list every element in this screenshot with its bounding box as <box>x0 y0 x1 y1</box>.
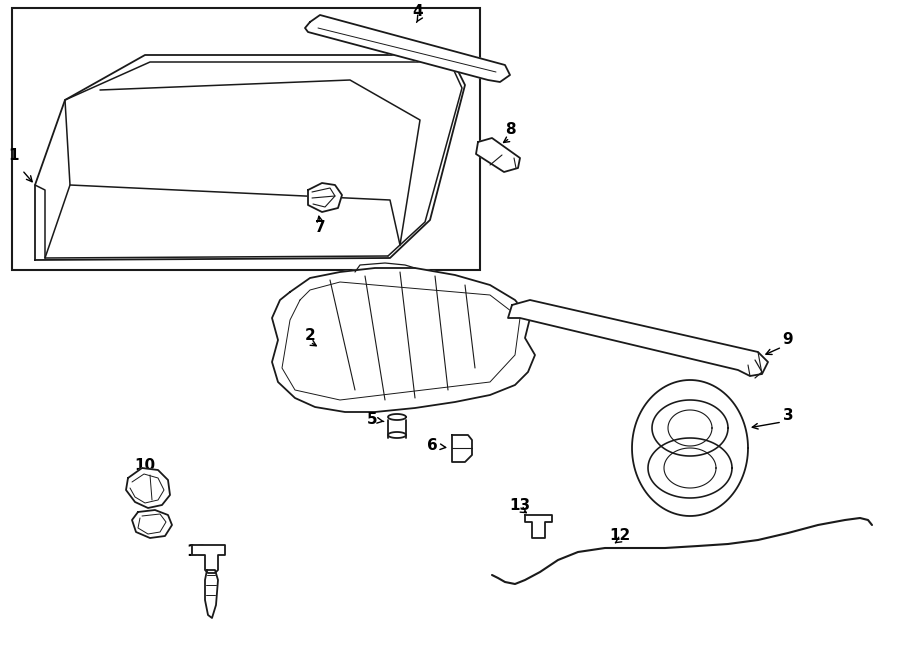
Polygon shape <box>508 300 768 376</box>
Polygon shape <box>305 15 510 82</box>
Text: 5: 5 <box>366 412 377 428</box>
Polygon shape <box>308 183 342 212</box>
Polygon shape <box>205 570 218 618</box>
Polygon shape <box>126 468 170 508</box>
Text: 7: 7 <box>315 221 325 235</box>
Text: 8: 8 <box>505 122 516 137</box>
Polygon shape <box>192 545 225 573</box>
Polygon shape <box>525 515 552 538</box>
Text: 2: 2 <box>304 327 315 342</box>
Text: 3: 3 <box>783 407 793 422</box>
Polygon shape <box>632 380 748 516</box>
Text: 6: 6 <box>427 438 437 453</box>
Polygon shape <box>652 400 728 456</box>
Text: 13: 13 <box>509 498 531 512</box>
Text: 10: 10 <box>134 457 156 473</box>
Polygon shape <box>388 414 406 420</box>
Polygon shape <box>35 55 465 260</box>
Text: 1: 1 <box>9 147 19 163</box>
Text: 12: 12 <box>609 527 631 543</box>
Polygon shape <box>272 268 535 412</box>
Polygon shape <box>476 138 520 172</box>
Polygon shape <box>388 432 406 438</box>
Polygon shape <box>452 435 472 462</box>
Polygon shape <box>132 510 172 538</box>
Bar <box>12 8 480 270</box>
Text: 11: 11 <box>186 545 208 559</box>
Polygon shape <box>648 438 732 498</box>
Text: 4: 4 <box>413 5 423 20</box>
Text: 9: 9 <box>783 332 793 348</box>
